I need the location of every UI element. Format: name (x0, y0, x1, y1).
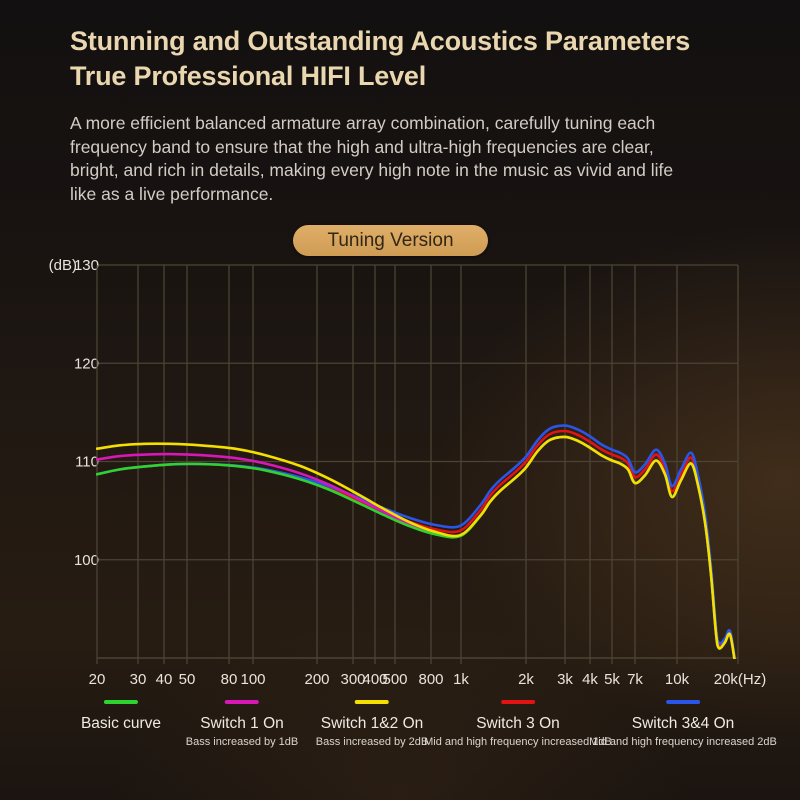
legend-series-subtitle: Bass increased by 1dB (185, 736, 299, 748)
curve-switch-3-4-on (96, 424, 737, 659)
legend-item-switch-3-4-on[interactable]: Switch 3&4 On Mid and high frequency incr… (589, 700, 777, 748)
x-tick-label: 10k (665, 671, 690, 688)
curves-layer (96, 424, 737, 659)
header: Stunning and Outstanding Acoustics Param… (70, 24, 760, 206)
x-tick-label: 4k (582, 671, 598, 688)
x-tick-label: 40 (156, 671, 173, 688)
legend-series-name: Switch 1&2 On (320, 715, 424, 732)
page-description: A more efficient balanced armature array… (70, 113, 674, 204)
curve-switch-3-on (96, 429, 736, 659)
legend-color-swatch (224, 700, 259, 704)
page-title-line2: True Professional HIFI Level (70, 61, 427, 91)
legend-item-switch-1-2-on[interactable]: Switch 1&2 On Bass increased by 2dB (315, 700, 429, 748)
legend-color-swatch (665, 700, 700, 704)
legend-series-name: Switch 3&4 On (631, 715, 735, 732)
legend-series-name: Switch 1 On (200, 715, 284, 732)
x-tick-label: 2k (518, 671, 534, 688)
legend-series-name: Switch 3 On (476, 715, 560, 732)
x-tick-label: 500 (382, 671, 407, 688)
y-tick-label: 100 (74, 552, 99, 569)
legend-series-subtitle: Mid and high frequency increased 2dB (589, 736, 777, 748)
y-tick-label: 120 (74, 355, 99, 372)
page-title-line1: Stunning and Outstanding Acoustics Param… (70, 26, 691, 56)
x-tick-label: 1k (453, 671, 469, 688)
legend-item-basic-curve[interactable]: Basic curve (81, 700, 161, 733)
x-tick-label: 80 (221, 671, 238, 688)
tuning-version-badge[interactable]: Tuning Version (293, 225, 488, 256)
legend-series-subtitle: Bass increased by 2dB (315, 736, 429, 748)
legend-series-subtitle: Mid and high frequency increased 1dB (424, 736, 612, 748)
x-tick-label: 7k (627, 671, 643, 688)
legend-item-switch-1-on[interactable]: Switch 1 On Bass increased by 1dB (185, 700, 299, 748)
chart-legend: Basic curve Switch 1 On Bass increased by … (0, 700, 800, 770)
x-tick-label: 20k(Hz) (714, 671, 767, 688)
x-tick-label: 800 (418, 671, 443, 688)
x-tick-label: 400 (362, 671, 387, 688)
x-tick-label: 200 (304, 671, 329, 688)
x-tick-label: 5k (604, 671, 620, 688)
legend-item-switch-3-on[interactable]: Switch 3 On Mid and high frequency increa… (424, 700, 612, 748)
x-tick-label: 300 (340, 671, 365, 688)
legend-color-swatch (104, 700, 138, 704)
legend-color-swatch (354, 700, 389, 704)
legend-color-swatch (500, 700, 535, 704)
y-tick-label: 130 (74, 257, 99, 274)
x-tick-label: 50 (179, 671, 196, 688)
y-axis-unit-label: (dB) (49, 257, 77, 274)
x-tick-label: 20 (89, 671, 106, 688)
x-tick-label: 30 (130, 671, 147, 688)
x-tick-label: 100 (240, 671, 265, 688)
x-tick-label: 3k (557, 671, 573, 688)
y-tick-label: 110 (75, 454, 99, 471)
legend-series-name: Basic curve (80, 715, 162, 732)
curve-switch-1-2-on (96, 435, 736, 659)
